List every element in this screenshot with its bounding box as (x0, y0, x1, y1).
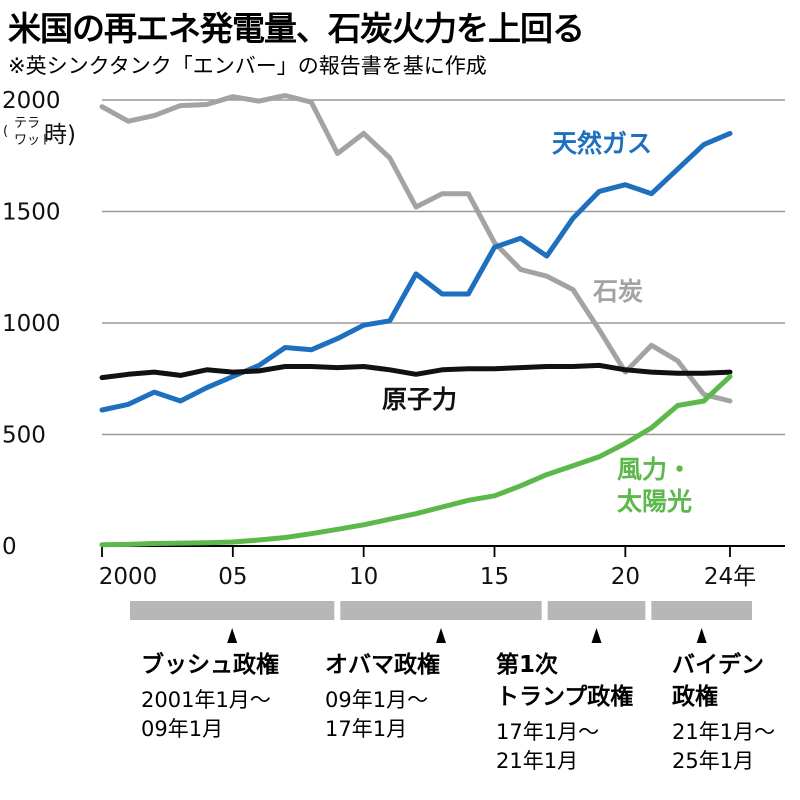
series-label: 天然ガス (552, 129, 652, 158)
series-label: 太陽光 (617, 487, 692, 516)
y-unit-top: テラ (14, 116, 40, 131)
y-tick-label: 500 (2, 423, 46, 449)
x-tick-label: 20 (611, 564, 640, 590)
y-unit-bottom: ワット (14, 133, 53, 148)
y-tick-label: 0 (2, 534, 17, 560)
administration-period: 2001年1月〜 (141, 688, 271, 712)
y-tick-label: 1000 (2, 311, 61, 337)
administration-name: バイデン (672, 652, 764, 678)
administration-marker (227, 628, 238, 643)
administration-marker (436, 628, 446, 643)
series-label: 風力・ (617, 455, 692, 484)
y-unit-main: 時) (44, 122, 76, 148)
x-tick-label: 05 (218, 564, 247, 590)
chart-subtitle: ※英シンクタンク「エンバー」の報告書を基に作成 (8, 54, 487, 78)
administration-bar (651, 601, 752, 620)
x-tick-label: 2000 (99, 564, 158, 590)
administration-period: 09年1月 (141, 717, 224, 741)
y-tick-label: 2000 (2, 88, 61, 114)
chart-title: 米国の再エネ発電量、石炭火力を上回る (8, 9, 585, 48)
administration-period: 17年1月 (325, 717, 408, 741)
series-label: 原子力 (382, 385, 457, 414)
series-label: 石炭 (592, 277, 643, 306)
administration-bar (340, 601, 542, 620)
administration-period: 17年1月〜 (496, 720, 600, 744)
administration-bar (130, 601, 335, 620)
y-tick-label: 1500 (2, 200, 61, 226)
administration-name: ブッシュ政権 (141, 652, 279, 678)
x-axis-ticks: 2000 05 10 15 20 24年 (99, 546, 756, 590)
administration-bar (547, 601, 646, 620)
administration-bars (130, 601, 752, 643)
x-tick-label: 15 (480, 564, 509, 590)
y-unit-open: ( (3, 124, 8, 139)
administration-name: トランプ政権 (496, 684, 634, 710)
y-axis-ticks: 0 500 1000 1500 2000 (2, 88, 61, 560)
series-lines (99, 93, 733, 548)
x-tick-label: 24年 (704, 564, 756, 590)
administration-period: 25年1月 (672, 749, 755, 773)
administration-name: オバマ政権 (325, 652, 440, 678)
administration-marker (591, 628, 602, 643)
administration-marker (696, 628, 707, 643)
administration-name: 政権 (672, 684, 718, 710)
series-line-2 (99, 362, 733, 381)
x-tick-label: 10 (349, 564, 378, 590)
series-line-3 (99, 374, 733, 548)
administration-name: 第1次 (496, 652, 559, 678)
administration-period: 09年1月〜 (325, 688, 429, 712)
series-line-0 (99, 130, 733, 413)
administration-period: 21年1月〜 (672, 720, 776, 744)
administration-period: 21年1月 (496, 749, 579, 773)
